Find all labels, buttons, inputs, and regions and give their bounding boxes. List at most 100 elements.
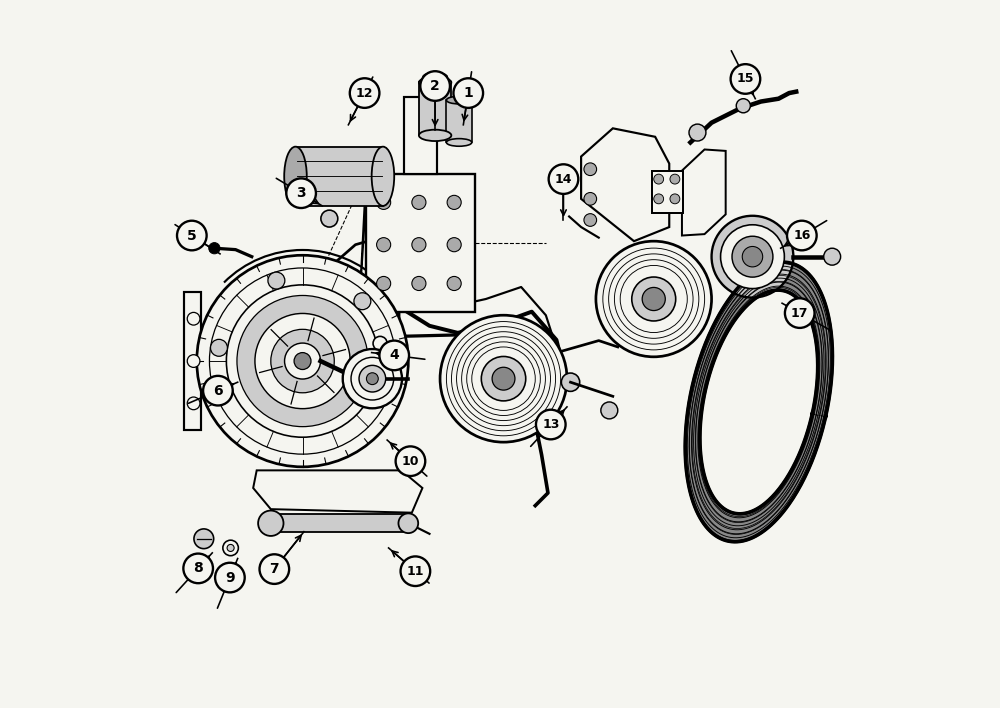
Polygon shape [253, 470, 422, 513]
Circle shape [268, 272, 285, 289]
Circle shape [457, 332, 550, 426]
Ellipse shape [446, 139, 472, 147]
Polygon shape [419, 83, 451, 135]
Polygon shape [652, 171, 683, 213]
Circle shape [209, 243, 220, 254]
Text: 13: 13 [542, 418, 559, 431]
Text: 17: 17 [791, 307, 808, 319]
Circle shape [398, 513, 418, 533]
Polygon shape [361, 174, 366, 285]
Circle shape [584, 193, 597, 205]
Circle shape [670, 174, 680, 184]
Circle shape [194, 529, 214, 549]
Circle shape [285, 343, 321, 379]
Polygon shape [271, 514, 408, 532]
Circle shape [187, 312, 200, 325]
Circle shape [447, 195, 461, 210]
Polygon shape [581, 128, 669, 241]
Circle shape [294, 353, 311, 370]
Circle shape [732, 236, 773, 277]
Circle shape [549, 164, 578, 194]
Text: 3: 3 [296, 186, 306, 200]
Circle shape [670, 194, 680, 204]
Circle shape [226, 285, 379, 438]
Circle shape [609, 254, 699, 344]
Circle shape [787, 221, 817, 251]
Circle shape [401, 556, 430, 586]
Text: 8: 8 [193, 561, 203, 576]
Circle shape [785, 298, 815, 328]
Text: 5: 5 [187, 229, 197, 243]
Text: 7: 7 [270, 562, 279, 576]
Polygon shape [366, 174, 475, 312]
Polygon shape [295, 147, 383, 206]
Circle shape [614, 260, 693, 338]
Circle shape [187, 397, 200, 410]
Text: 2: 2 [430, 79, 440, 93]
Ellipse shape [423, 73, 447, 81]
Text: 9: 9 [225, 571, 235, 585]
Circle shape [271, 329, 334, 393]
Ellipse shape [284, 147, 307, 206]
Circle shape [209, 268, 396, 454]
Circle shape [183, 554, 213, 583]
Circle shape [227, 544, 234, 552]
Circle shape [440, 315, 567, 442]
Circle shape [712, 216, 793, 297]
Text: 14: 14 [555, 173, 572, 185]
Text: 15: 15 [737, 72, 754, 86]
Text: 16: 16 [793, 229, 811, 242]
Circle shape [447, 276, 461, 290]
Circle shape [451, 326, 556, 430]
Circle shape [584, 214, 597, 227]
Circle shape [654, 194, 664, 204]
Circle shape [689, 124, 706, 141]
Circle shape [187, 355, 200, 367]
Circle shape [359, 365, 386, 392]
Circle shape [286, 178, 316, 208]
Circle shape [601, 402, 618, 419]
Circle shape [536, 410, 566, 440]
PathPatch shape [685, 262, 832, 542]
Circle shape [620, 266, 687, 333]
Ellipse shape [419, 76, 451, 88]
Circle shape [351, 358, 394, 400]
Circle shape [736, 98, 750, 113]
Circle shape [492, 367, 515, 390]
Circle shape [258, 510, 283, 536]
Circle shape [472, 347, 535, 411]
Circle shape [321, 210, 338, 227]
Ellipse shape [419, 130, 451, 141]
Circle shape [237, 295, 368, 427]
Circle shape [396, 446, 425, 476]
Circle shape [377, 276, 391, 290]
Circle shape [379, 341, 409, 370]
Circle shape [223, 540, 238, 556]
Polygon shape [446, 100, 472, 142]
Circle shape [584, 163, 597, 176]
Circle shape [447, 238, 461, 252]
Circle shape [377, 195, 391, 210]
Circle shape [412, 276, 426, 290]
Circle shape [453, 79, 483, 108]
Circle shape [462, 337, 545, 421]
Text: 6: 6 [213, 384, 223, 398]
Circle shape [354, 292, 371, 309]
Circle shape [177, 221, 207, 251]
Text: 10: 10 [402, 455, 419, 468]
Polygon shape [184, 292, 201, 430]
Circle shape [654, 174, 664, 184]
Ellipse shape [446, 96, 472, 104]
Polygon shape [404, 96, 437, 174]
Circle shape [412, 238, 426, 252]
Circle shape [481, 356, 526, 401]
Circle shape [366, 372, 378, 384]
Circle shape [731, 64, 760, 93]
Circle shape [596, 241, 712, 357]
Circle shape [446, 321, 561, 436]
Circle shape [343, 349, 402, 409]
Text: 1: 1 [463, 86, 473, 100]
Polygon shape [682, 149, 726, 236]
Circle shape [260, 554, 289, 584]
Circle shape [203, 376, 233, 406]
